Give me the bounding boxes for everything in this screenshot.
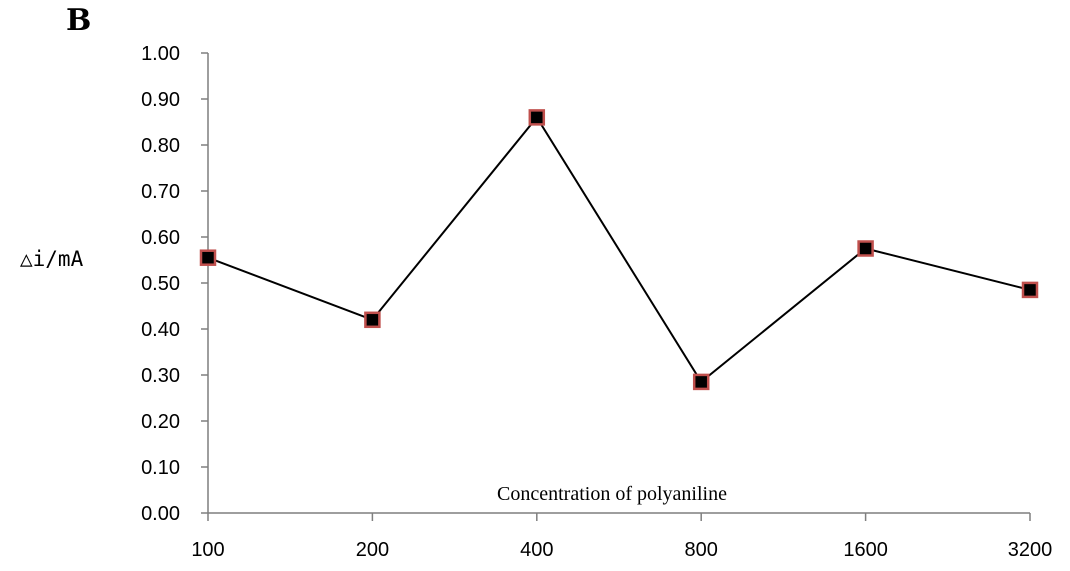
y-axis-label: △i/mA (20, 247, 84, 271)
x-tick-label: 1600 (843, 539, 888, 561)
data-point (199, 249, 217, 266)
data-point (857, 240, 874, 257)
y-tick-label: 0.10 (141, 457, 180, 479)
y-tick-label: 0.40 (141, 319, 180, 341)
x-tick-label: 100 (191, 539, 224, 561)
y-tick-label: 0.30 (141, 365, 180, 387)
data-point (1021, 281, 1039, 299)
x-ticks: 100 200 400 800 1600 3200 (191, 513, 1052, 561)
series (199, 109, 1039, 391)
y-tick-label: 0.90 (141, 89, 180, 111)
x-tick-label: 3200 (1008, 539, 1053, 561)
x-tick-label: 200 (356, 539, 389, 561)
axes (207, 53, 1030, 514)
y-ticks: 0.00 0.10 0.20 0.30 0.40 0.50 0.60 0.70 0.80 0.90… (141, 43, 208, 525)
series-line (207, 115, 1031, 384)
y-tick-label: 0.20 (141, 411, 180, 433)
panel-label: B (66, 3, 91, 38)
y-tick-label: 0.70 (141, 181, 180, 203)
y-tick-label: 1.00 (141, 43, 180, 65)
x-tick-label: 400 (520, 539, 553, 561)
x-axis-label: Concentration of polyaniline (497, 483, 727, 505)
data-point (364, 311, 381, 329)
y-tick-label: 0.00 (141, 503, 180, 525)
data-point (528, 109, 546, 126)
y-tick-label: 0.60 (141, 227, 180, 249)
data-point (692, 373, 710, 391)
y-tick-label: 0.80 (141, 135, 180, 157)
x-tick-label: 800 (685, 539, 718, 561)
y-tick-label: 0.50 (141, 273, 180, 295)
